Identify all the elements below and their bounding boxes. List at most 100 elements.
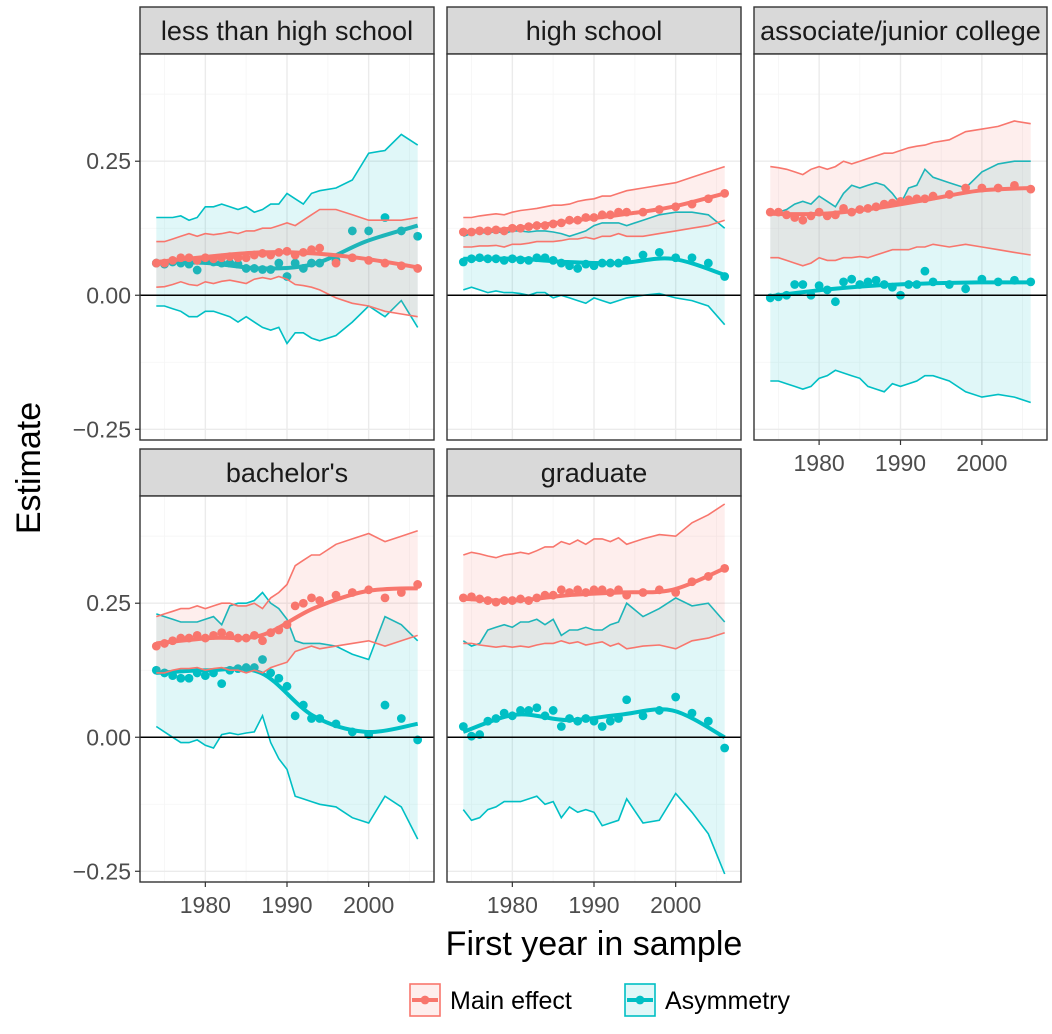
asym-point — [790, 280, 800, 289]
panel-title: less than high school — [161, 16, 413, 46]
legend-label: Asymmetry — [665, 987, 791, 1015]
asym-lower-bound-line — [155, 713, 419, 840]
asym-point — [347, 226, 357, 236]
panel-strip — [446, 6, 742, 55]
main-upper-bound-line — [463, 165, 725, 219]
asym-point — [184, 673, 194, 683]
asym-point — [687, 253, 697, 263]
asym-smooth-line — [463, 256, 726, 277]
asym-point — [413, 231, 423, 241]
main-point — [298, 598, 308, 608]
x-tick-label: 2000 — [956, 450, 1007, 476]
asym-point — [548, 706, 558, 715]
panel-strip — [139, 6, 435, 55]
x-tick-label: 1980 — [794, 450, 845, 476]
panels-layer: less than high school high school associat… — [139, 6, 1048, 883]
panel-2: high school — [446, 6, 742, 441]
asym-point — [556, 722, 566, 731]
y-tick-label: 0.25 — [86, 148, 131, 174]
x-tick-label: 1990 — [568, 892, 619, 918]
asym-upper-bound-line — [770, 160, 1031, 213]
asym-lower-bound-line — [462, 792, 726, 875]
asym-smooth-line — [156, 223, 419, 271]
main-point — [380, 593, 390, 603]
panel-title: associate/junior college — [760, 16, 1041, 46]
asym-upper-bound-line — [462, 596, 726, 647]
asym-point — [847, 274, 857, 284]
main-smooth-line — [156, 586, 418, 646]
panel-plot-area — [151, 133, 423, 345]
main-upper-bound-line — [156, 208, 418, 243]
main-upper-bound-line — [463, 503, 726, 559]
legend-key-point — [635, 995, 645, 1005]
asym-point — [638, 711, 648, 721]
asym-point — [380, 700, 390, 710]
asym-point — [671, 692, 681, 702]
x-tick-label: 1980 — [487, 892, 538, 918]
panel-plot-area — [458, 503, 730, 875]
y-tick-label: 0.25 — [86, 590, 131, 616]
main-smooth-line — [156, 250, 419, 270]
main-lower-bound-line — [463, 219, 725, 248]
panel-title: bachelor's — [226, 458, 348, 488]
legend-item-asym: Asymmetry — [624, 983, 791, 1017]
asym-point — [839, 277, 848, 287]
x-tick-label: 2000 — [343, 892, 394, 918]
panel-border — [139, 53, 435, 441]
asym-upper-bound-line — [156, 591, 419, 661]
asym-lower-bound-line — [156, 299, 419, 345]
asym-point — [217, 679, 227, 689]
main-lower-bound-line — [156, 275, 418, 318]
panel-strip — [139, 448, 435, 497]
asym-lower-bound-line — [770, 369, 1031, 404]
main-point — [290, 601, 300, 611]
asym-point — [396, 714, 406, 723]
asym-point — [871, 275, 881, 285]
asym-point — [290, 711, 300, 721]
main-point — [315, 596, 325, 605]
panel-strip — [446, 448, 742, 497]
asym-point — [720, 743, 730, 753]
main-point — [315, 243, 325, 253]
asym-upper-bound-line — [156, 133, 419, 222]
asym-point — [830, 297, 840, 307]
y-tick-label: −0.25 — [73, 416, 131, 442]
panel-5: graduate — [446, 448, 742, 883]
panel-1: less than high school — [139, 6, 435, 441]
main-point — [798, 215, 808, 225]
main-lower-bound-line — [156, 634, 418, 674]
x-tick-label: 1990 — [875, 450, 926, 476]
main-point — [217, 628, 227, 638]
main-smooth-line — [770, 186, 1031, 217]
asym-point — [703, 716, 713, 726]
main-point — [258, 636, 267, 646]
panel-plot-area — [458, 165, 730, 326]
asym-point — [638, 250, 648, 260]
asym-point — [814, 281, 824, 290]
x-tick-label: 2000 — [650, 892, 701, 918]
panel-border — [446, 53, 742, 441]
asym-point — [524, 706, 534, 715]
legend-item-main: Main effect — [409, 983, 572, 1017]
asym-point — [920, 266, 930, 276]
main-point — [573, 585, 583, 595]
x-tick-label: 1980 — [180, 892, 231, 918]
asym-point — [654, 247, 664, 257]
main-confidence-band — [770, 121, 1031, 266]
main-confidence-band — [463, 504, 725, 649]
main-smooth-line — [463, 566, 726, 603]
panel-title: graduate — [541, 458, 648, 488]
panel-plot-area — [765, 120, 1036, 404]
asym-point — [364, 226, 374, 236]
asym-point — [274, 258, 284, 268]
panel-plot-area — [151, 530, 423, 840]
main-confidence-band — [156, 209, 418, 317]
asym-point — [703, 258, 713, 268]
x-tick-label: 1990 — [261, 892, 312, 918]
asym-point — [622, 695, 632, 705]
main-upper-bound-line — [156, 530, 418, 618]
asym-point — [961, 284, 971, 294]
asym-point — [573, 264, 583, 273]
asym-smooth-line — [770, 280, 1031, 299]
y-axis-title: Estimate — [10, 402, 48, 534]
